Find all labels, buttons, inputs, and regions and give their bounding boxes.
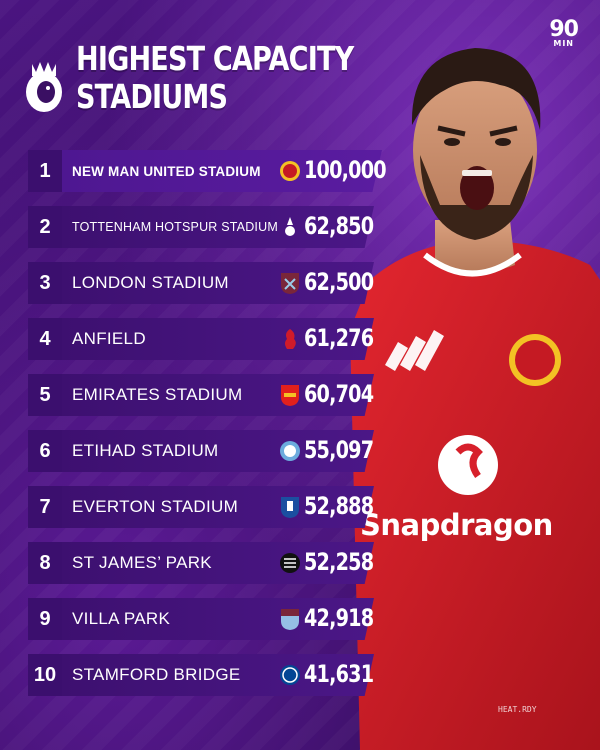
capacity-value: 55,097 xyxy=(304,436,374,464)
stadium-bar: ST JAMES’ PARK xyxy=(62,542,374,584)
rank-badge: 6 xyxy=(28,430,62,472)
list-item: 8 ST JAMES’ PARK 52,258 xyxy=(28,542,374,584)
chelsea-crest-icon xyxy=(279,663,301,687)
list-item: 6 ETIHAD STADIUM 55,097 xyxy=(28,430,374,472)
list-item: 2 TOTTENHAM HOTSPUR STADIUM 62,850 xyxy=(28,206,374,248)
stadium-bar: LONDON STADIUM xyxy=(62,262,374,304)
stadium-bar: NEW MAN UNITED STADIUM xyxy=(62,150,382,192)
rank-badge: 8 xyxy=(28,542,62,584)
stadium-bar: STAMFORD BRIDGE xyxy=(62,654,374,696)
rank-badge: 3 xyxy=(28,262,62,304)
premier-league-lion-icon xyxy=(26,62,62,112)
capacity-value: 41,631 xyxy=(304,660,374,688)
list-item: 3 LONDON STADIUM 62,500 xyxy=(28,262,374,304)
rank-badge: 4 xyxy=(28,318,62,360)
sponsor-text: Snapdragon xyxy=(360,508,553,542)
stadium-bar: EVERTON STADIUM xyxy=(62,486,374,528)
title-line-1: HIGHEST CAPACITY xyxy=(76,39,354,78)
stadium-bar: ETIHAD STADIUM xyxy=(62,430,374,472)
list-item: 10 STAMFORD BRIDGE 41,631 xyxy=(28,654,374,696)
liverpool-crest-icon xyxy=(279,327,301,351)
stadium-bar: ANFIELD xyxy=(62,318,374,360)
list-item: 4 ANFIELD 61,276 xyxy=(28,318,374,360)
newcastle-crest-icon xyxy=(279,551,301,575)
brand-logo: 90 MIN xyxy=(549,17,579,48)
aston-villa-crest-icon xyxy=(279,607,301,631)
stadium-bar: EMIRATES STADIUM xyxy=(62,374,374,416)
stadium-bar: TOTTENHAM HOTSPUR STADIUM xyxy=(62,206,374,248)
tottenham-crest-icon xyxy=(279,215,301,239)
rank-badge: 10 xyxy=(28,654,62,696)
stadium-name: EVERTON STADIUM xyxy=(72,497,239,516)
capacity-value: 100,000 xyxy=(304,156,387,184)
capacity-value: 62,850 xyxy=(304,212,374,240)
brand-logo-number: 90 xyxy=(549,17,579,42)
man-united-crest-icon xyxy=(279,159,301,183)
list-item: 9 VILLA PARK 42,918 xyxy=(28,598,374,640)
list-item: 1 NEW MAN UNITED STADIUM 100,000 xyxy=(28,150,387,192)
stadium-name: NEW MAN UNITED STADIUM xyxy=(72,163,261,179)
brand-logo-text: MIN xyxy=(553,38,574,48)
capacity-value: 42,918 xyxy=(304,604,374,632)
stadium-name: ETIHAD STADIUM xyxy=(72,441,219,460)
west-ham-crest-icon xyxy=(279,271,301,295)
stadium-name: LONDON STADIUM xyxy=(72,273,229,292)
capacity-value: 62,500 xyxy=(304,268,374,296)
arsenal-crest-icon xyxy=(279,383,301,407)
kit-label: HEAT.RDY xyxy=(498,705,537,714)
everton-crest-icon xyxy=(279,495,301,519)
rank-badge: 9 xyxy=(28,598,62,640)
rank-badge: 2 xyxy=(28,206,62,248)
stadium-name: ANFIELD xyxy=(72,329,146,348)
page-title: HIGHEST CAPACITY STADIUMS xyxy=(76,39,354,116)
stadium-name: ST JAMES’ PARK xyxy=(72,553,212,572)
player-figure: Snapdragon HEAT.RDY xyxy=(350,48,600,750)
capacity-value: 60,704 xyxy=(304,380,374,408)
stadium-name: STAMFORD BRIDGE xyxy=(72,665,241,684)
man-city-crest-icon xyxy=(279,439,301,463)
stadium-name: EMIRATES STADIUM xyxy=(72,385,243,404)
capacity-value: 52,888 xyxy=(304,492,374,520)
stadium-name: VILLA PARK xyxy=(72,609,171,628)
list-item: 5 EMIRATES STADIUM 60,704 xyxy=(28,374,374,416)
stadium-bar: VILLA PARK xyxy=(62,598,374,640)
stadium-name: TOTTENHAM HOTSPUR STADIUM xyxy=(72,220,278,234)
rank-badge: 5 xyxy=(28,374,62,416)
rank-badge: 1 xyxy=(28,150,62,192)
rank-badge: 7 xyxy=(28,486,62,528)
capacity-value: 61,276 xyxy=(304,324,374,352)
capacity-value: 52,258 xyxy=(304,548,374,576)
list-item: 7 EVERTON STADIUM 52,888 xyxy=(28,486,374,528)
title-line-2: STADIUMS xyxy=(76,77,228,116)
